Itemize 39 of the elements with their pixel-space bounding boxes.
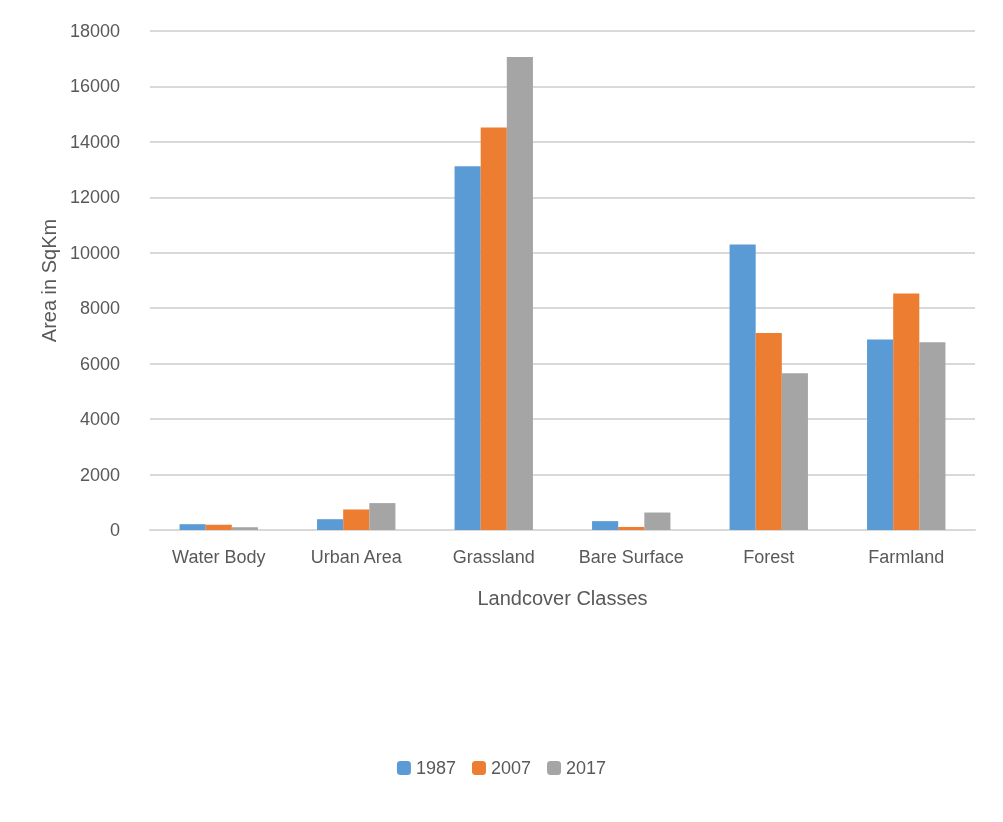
bar: [317, 519, 344, 530]
x-tick-label: Forest: [743, 547, 795, 567]
legend-label: 2017: [566, 758, 607, 778]
bar: [480, 127, 507, 530]
y-tick-label: 10000: [69, 242, 120, 263]
bar: [592, 521, 619, 530]
bar: [644, 512, 671, 530]
bar: [618, 526, 645, 530]
y-tick-label: 8000: [79, 298, 120, 319]
bar: [919, 342, 946, 530]
bar: [867, 339, 894, 530]
y-tick-label: 2000: [79, 464, 120, 485]
y-tick-label: 6000: [79, 353, 120, 374]
x-tick-label: Water Body: [172, 547, 266, 567]
bar: [369, 503, 396, 530]
y-tick-label: 0: [109, 520, 120, 540]
y-tick-label: 12000: [69, 187, 120, 208]
bar: [729, 244, 756, 530]
x-tick-label: Urban Area: [310, 547, 403, 567]
legend-label: 2007: [490, 758, 532, 778]
y-tick-label: 16000: [69, 76, 120, 97]
y-tick-label: 14000: [69, 131, 120, 152]
legend-label: 1987: [415, 758, 456, 778]
x-axis-title: Landcover Classes: [477, 587, 648, 609]
bar: [893, 293, 920, 530]
x-tick-label: Grassland: [452, 547, 535, 567]
bar: [781, 373, 808, 530]
bar: [343, 509, 370, 530]
bar: [755, 332, 782, 530]
y-tick-label: 18000: [69, 21, 120, 41]
bar: [231, 527, 258, 530]
y-tick-label: 4000: [79, 409, 120, 430]
x-tick-label: Bare Surface: [578, 547, 684, 567]
bar: [454, 166, 481, 530]
x-tick-label: Farmland: [868, 547, 945, 567]
y-axis-title: Area in SqKm: [38, 218, 61, 343]
bar: [205, 524, 232, 530]
bar: [179, 524, 206, 530]
bar: [506, 57, 533, 530]
